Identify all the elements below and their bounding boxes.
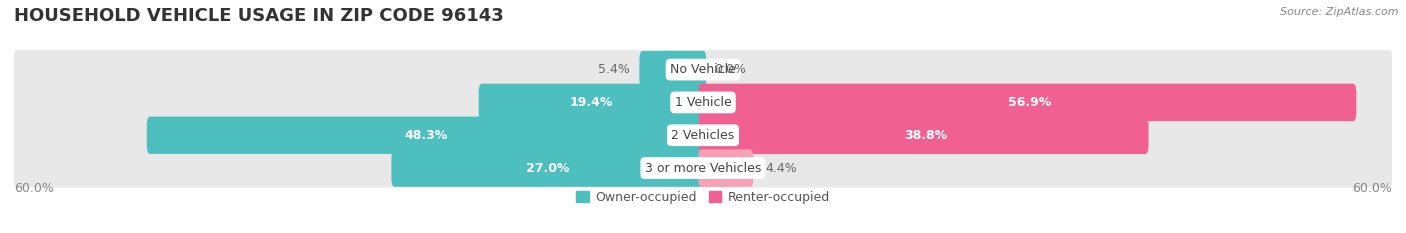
FancyBboxPatch shape xyxy=(14,83,1392,122)
Text: 56.9%: 56.9% xyxy=(1008,96,1052,109)
Text: No Vehicle: No Vehicle xyxy=(671,63,735,76)
FancyBboxPatch shape xyxy=(146,116,706,154)
Text: HOUSEHOLD VEHICLE USAGE IN ZIP CODE 96143: HOUSEHOLD VEHICLE USAGE IN ZIP CODE 9614… xyxy=(14,7,503,25)
Text: 60.0%: 60.0% xyxy=(14,182,53,195)
Text: 5.4%: 5.4% xyxy=(598,63,630,76)
Text: 4.4%: 4.4% xyxy=(765,161,797,175)
FancyBboxPatch shape xyxy=(14,116,1392,155)
Text: 48.3%: 48.3% xyxy=(404,129,447,142)
FancyBboxPatch shape xyxy=(478,84,706,121)
FancyBboxPatch shape xyxy=(699,149,754,187)
Legend: Owner-occupied, Renter-occupied: Owner-occupied, Renter-occupied xyxy=(574,188,832,206)
Text: 19.4%: 19.4% xyxy=(569,96,613,109)
Text: Source: ZipAtlas.com: Source: ZipAtlas.com xyxy=(1281,7,1399,17)
FancyBboxPatch shape xyxy=(699,116,1149,154)
FancyBboxPatch shape xyxy=(391,149,706,187)
Text: 1 Vehicle: 1 Vehicle xyxy=(675,96,731,109)
Text: 27.0%: 27.0% xyxy=(526,161,569,175)
Text: 38.8%: 38.8% xyxy=(904,129,948,142)
Text: 60.0%: 60.0% xyxy=(1353,182,1392,195)
Text: 3 or more Vehicles: 3 or more Vehicles xyxy=(645,161,761,175)
FancyBboxPatch shape xyxy=(640,51,706,88)
Text: 2 Vehicles: 2 Vehicles xyxy=(672,129,734,142)
FancyBboxPatch shape xyxy=(699,84,1357,121)
FancyBboxPatch shape xyxy=(14,149,1392,188)
FancyBboxPatch shape xyxy=(14,50,1392,89)
Text: 0.0%: 0.0% xyxy=(714,63,747,76)
